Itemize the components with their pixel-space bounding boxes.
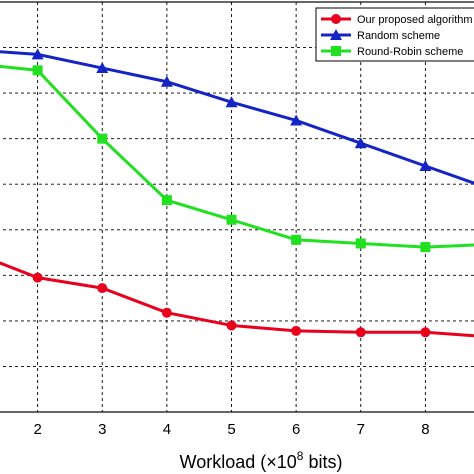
- legend-item: Our proposed algorithm: [321, 14, 473, 26]
- x-tick-label: 8: [421, 421, 429, 438]
- data-point: [291, 234, 302, 245]
- series: [0, 48, 474, 185]
- data-point: [97, 283, 108, 294]
- legend-marker: [331, 14, 341, 24]
- data-point: [31, 48, 44, 60]
- data-point: [420, 327, 431, 338]
- data-point: [291, 325, 302, 336]
- series-line: [0, 50, 474, 185]
- legend-label: Random scheme: [357, 30, 440, 42]
- x-tick-label: 5: [227, 421, 235, 438]
- data-point: [290, 114, 303, 126]
- x-tick-label: 4: [163, 421, 171, 438]
- series-line: [0, 261, 474, 338]
- series: [0, 64, 474, 253]
- legend-label: Round-Robin scheme: [357, 46, 463, 58]
- data-point: [355, 327, 366, 338]
- plot-frame: [0, 1, 474, 413]
- data-point: [420, 242, 431, 253]
- grid-lines: [0, 2, 474, 412]
- data-point: [161, 307, 172, 318]
- legend-item: Round-Robin scheme: [321, 46, 463, 58]
- data-point: [225, 96, 238, 108]
- data-point: [32, 272, 43, 283]
- legend: Our proposed algorithm Random scheme Round…: [315, 7, 474, 62]
- data-point: [226, 320, 237, 331]
- series-line: [0, 64, 474, 249]
- series-layer: [0, 48, 474, 338]
- x-axis-label-main: Workload (×10: [180, 452, 297, 472]
- data-point: [354, 137, 367, 149]
- x-axis-label-exponent: 8: [297, 449, 304, 463]
- legend-item: Random scheme: [321, 29, 440, 42]
- data-point: [97, 133, 108, 144]
- x-tick-labels: 2 3 4 5 6 7 8: [33, 421, 429, 438]
- data-point: [226, 214, 237, 225]
- series: [0, 261, 474, 338]
- data-point: [355, 238, 366, 249]
- x-tick-label: 2: [33, 421, 41, 438]
- x-tick-label: 6: [292, 421, 300, 438]
- legend-marker: [331, 46, 341, 56]
- x-tick-label: 7: [357, 421, 365, 438]
- x-tick-label: 3: [98, 421, 106, 438]
- x-axis-label: Workload (×108 bits): [180, 449, 343, 472]
- x-axis-label-unit: bits): [303, 452, 342, 472]
- data-point: [32, 65, 43, 76]
- data-point: [161, 195, 172, 206]
- legend-label: Our proposed algorithm: [357, 14, 473, 26]
- data-point: [96, 62, 109, 74]
- data-point: [419, 160, 432, 171]
- data-point: [160, 75, 173, 87]
- legend-marker: [330, 29, 342, 40]
